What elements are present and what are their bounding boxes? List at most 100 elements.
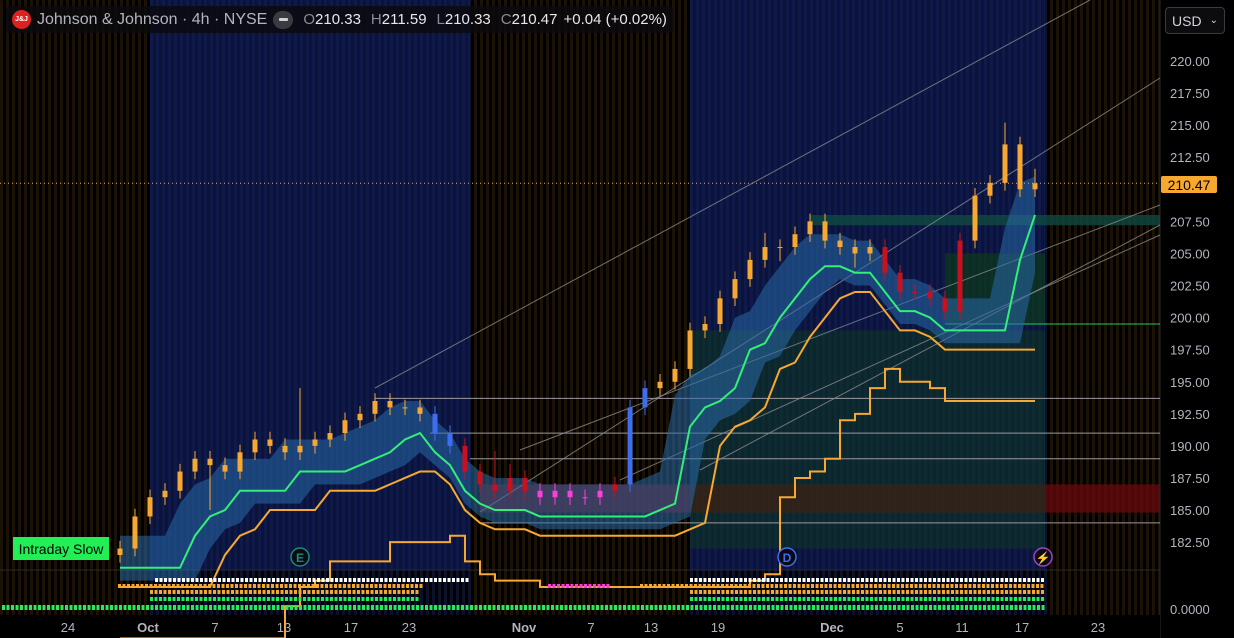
indicator-dot <box>951 597 954 601</box>
session-stripe <box>1062 0 1065 615</box>
session-stripe <box>132 0 135 615</box>
indicator-dot <box>1032 578 1035 582</box>
indicator-dot <box>222 605 226 610</box>
indicator-dot <box>244 584 247 588</box>
indicator-dot <box>141 605 145 610</box>
indicator-dot <box>662 584 666 588</box>
indicator-dot <box>182 605 185 610</box>
indicator-dot <box>802 597 806 601</box>
indicator-dot <box>353 605 356 610</box>
indicator-dot <box>946 584 949 588</box>
indicator-dot <box>933 605 937 610</box>
indicator-dot <box>284 584 288 588</box>
candle-body <box>672 368 678 382</box>
indicator-dot <box>235 590 239 594</box>
indicator-dot <box>775 597 779 601</box>
candle-body <box>732 279 738 299</box>
indicator-dot <box>452 605 455 610</box>
indicator-dot <box>321 590 324 594</box>
indicator-dot <box>807 605 811 610</box>
indicator-dot <box>784 578 788 582</box>
indicator-dot <box>461 578 464 582</box>
indicator-dot <box>330 578 334 582</box>
indicator-dot <box>712 590 716 594</box>
indicator-dot <box>267 578 271 582</box>
indicator-dot <box>825 605 829 610</box>
indicator-dot <box>888 605 892 610</box>
indicator-dot <box>168 597 171 601</box>
session-stripe <box>606 0 609 615</box>
indicator-dot <box>361 597 365 601</box>
indicator-dot <box>780 578 783 582</box>
x-tick-label: 11 <box>955 620 969 635</box>
indicator-dot <box>312 590 315 594</box>
indicator-dot <box>299 605 302 610</box>
indicator-dot <box>299 578 302 582</box>
indicator-dot <box>798 578 801 582</box>
x-tick-label: 7 <box>587 620 594 635</box>
candle <box>507 463 513 499</box>
indicator-dot <box>1005 590 1008 594</box>
indicator-dot <box>289 584 292 588</box>
indicator-dot <box>78 605 82 610</box>
indicator-dot <box>780 597 783 601</box>
currency-select[interactable]: USD ⌄ <box>1165 7 1225 34</box>
indicator-dot <box>703 584 706 588</box>
candle-body <box>417 407 423 414</box>
indicator-dot <box>757 590 761 594</box>
indicator-dot <box>321 578 325 582</box>
indicator-dot <box>1000 578 1004 582</box>
symbol-title[interactable]: Johnson & Johnson · 4h · NYSE <box>37 10 268 28</box>
indicator-dot <box>870 578 873 582</box>
indicator-dot <box>789 605 793 610</box>
indicator-dot <box>217 590 221 594</box>
indicator-dot <box>807 578 810 582</box>
indicator-dot <box>190 590 194 594</box>
indicator-dot <box>339 590 342 594</box>
indicator-dot <box>694 597 698 601</box>
candle <box>192 451 198 480</box>
indicator-dot <box>177 578 181 582</box>
candle <box>492 451 498 499</box>
indicator-dot <box>253 597 257 601</box>
indicator-dot <box>928 584 931 588</box>
candle-body <box>387 400 393 408</box>
indicator-dot <box>230 584 234 588</box>
indicator-dot <box>860 584 864 588</box>
indicator-dot <box>618 605 622 610</box>
indicator-dot <box>964 597 968 601</box>
session-stripe <box>12 0 15 615</box>
indicator-dot <box>870 590 873 594</box>
indicator-dot <box>402 578 406 582</box>
collapse-icon[interactable] <box>273 10 294 29</box>
indicator-dot <box>294 605 298 610</box>
indicator-dot <box>293 584 297 588</box>
indicator-dot <box>892 578 896 582</box>
indicator-dot <box>339 578 343 582</box>
candle-body <box>297 445 303 453</box>
session-stripe <box>1068 0 1071 615</box>
indicator-dot <box>974 605 977 610</box>
indicator-dot <box>627 605 631 610</box>
indicator-dot <box>730 584 733 588</box>
indicator-dot <box>644 584 648 588</box>
indicator-dot <box>667 584 670 588</box>
indicator-dot <box>415 584 418 588</box>
candle-body <box>597 490 603 498</box>
indicator-dot <box>798 590 801 594</box>
indicator-dot <box>209 578 212 582</box>
indicator-dot <box>326 605 329 610</box>
symbol-legend: J&J Johnson & Johnson · 4h · NYSE O 210.3… <box>6 6 673 33</box>
indicator-dot <box>366 590 369 594</box>
indicator-dot <box>960 597 963 601</box>
indicator-dot <box>938 605 941 610</box>
session-stripe <box>102 0 105 615</box>
session-stripe <box>42 0 45 615</box>
candle <box>147 489 153 525</box>
indicator-dot <box>690 605 694 610</box>
indicator-dot <box>915 590 918 594</box>
indicator-dot <box>119 605 122 610</box>
indicator-dot <box>757 597 761 601</box>
indicator-dot <box>398 578 401 582</box>
